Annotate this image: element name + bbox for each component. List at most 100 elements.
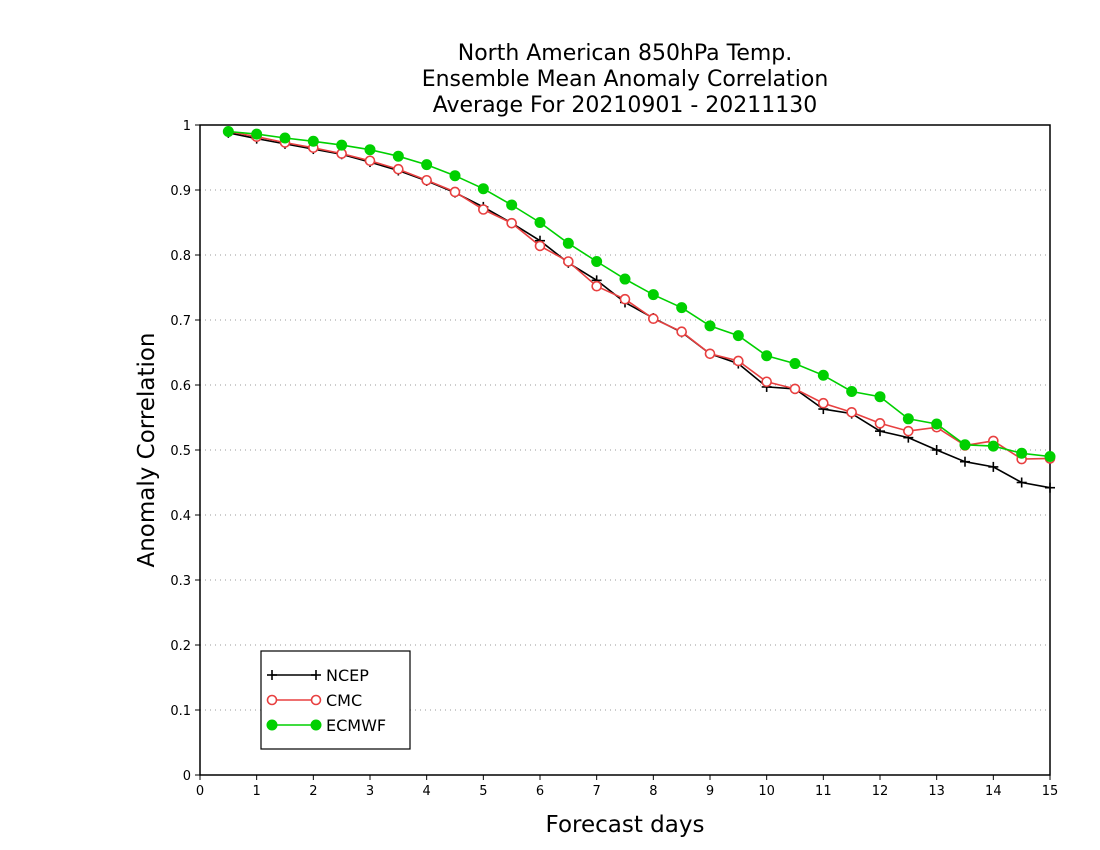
data-point-ecmwf — [902, 413, 914, 425]
legend-marker — [310, 719, 322, 731]
data-point-ecmwf — [307, 135, 319, 147]
data-point-cmc — [591, 280, 602, 292]
data-point-ncep — [1045, 482, 1055, 493]
data-point-ecmwf — [336, 139, 348, 151]
data-point-ecmwf — [477, 183, 489, 195]
data-point-ecmwf — [817, 369, 829, 381]
data-point-ecmwf — [676, 302, 688, 314]
legend-marker — [266, 719, 278, 731]
x-tick-label: 7 — [593, 784, 601, 799]
data-point-ecmwf — [619, 273, 631, 285]
legend-marker — [310, 694, 322, 706]
data-point-cmc — [874, 418, 886, 429]
data-point-ecmwf — [846, 386, 858, 397]
y-tick-label: 0.9 — [170, 184, 191, 199]
x-tick-label: 15 — [1042, 784, 1059, 799]
data-point-ecmwf — [591, 256, 603, 267]
data-point-ecmwf — [987, 440, 999, 452]
data-point-cmc — [364, 155, 376, 167]
data-point-ecmwf — [647, 289, 659, 301]
data-point-cmc — [421, 174, 432, 186]
y-axis-label: Anomaly Correlation — [134, 332, 160, 567]
chart-title-line: Ensemble Mean Anomaly Correlation — [422, 67, 829, 92]
data-point-ncep — [931, 445, 942, 455]
data-point-ncep — [988, 461, 999, 472]
data-point-ecmwf — [1044, 451, 1056, 462]
legend-marker — [311, 670, 321, 680]
legend-label-cmc: CMC — [326, 691, 362, 710]
data-point-cmc — [563, 256, 574, 267]
y-tick-label: 0.1 — [170, 704, 191, 719]
data-point-ecmwf — [392, 150, 404, 162]
data-point-cmc — [393, 163, 404, 175]
legend-label-ncep: NCEP — [326, 666, 369, 685]
x-tick-label: 14 — [985, 784, 1002, 799]
data-point-cmc — [789, 383, 801, 395]
x-tick-label: 11 — [815, 784, 832, 799]
data-point-ecmwf — [789, 358, 801, 370]
data-point-cmc — [478, 204, 489, 215]
x-axis-label: Forecast days — [546, 812, 705, 838]
x-tick-label: 8 — [649, 784, 657, 799]
legend-item-ncep: NCEP — [267, 666, 369, 685]
data-point-cmc — [449, 186, 461, 198]
x-tick-label: 6 — [536, 784, 544, 799]
legend-marker — [266, 694, 278, 706]
x-tick-label: 3 — [366, 784, 374, 799]
data-point-ecmwf — [761, 350, 773, 362]
y-tick-label: 0.3 — [170, 574, 191, 589]
legend-marker — [267, 670, 277, 680]
series-line-ecmwf — [228, 130, 1051, 458]
x-tick-label: 1 — [253, 784, 261, 799]
data-point-ecmwf — [562, 237, 574, 249]
x-tick-label: 9 — [706, 784, 714, 799]
series-lines — [222, 126, 1056, 493]
grid — [200, 189, 1050, 711]
legend: NCEP CMC ECMWF — [260, 650, 411, 750]
data-point-cmc — [534, 240, 546, 252]
data-point-ecmwf — [874, 391, 886, 403]
data-point-ecmwf — [534, 217, 546, 228]
x-tick-label: 13 — [928, 784, 945, 799]
data-point-ecmwf — [959, 439, 971, 451]
x-tick-label: 2 — [309, 784, 317, 799]
data-point-ecmwf — [251, 128, 263, 140]
x-tick-label: 5 — [479, 784, 487, 799]
legend-item-ecmwf: ECMWF — [266, 716, 386, 735]
chart-title: North American 850hPa Temp.Ensemble Mean… — [422, 41, 829, 118]
y-axis-ticks: 0 0.1 0.2 0.3 0.4 0.5 0.6 0.7 0.8 0.9 1 — [170, 119, 200, 784]
data-point-ecmwf — [931, 418, 943, 430]
data-point-cmc — [733, 355, 744, 367]
data-point-cmc — [846, 406, 857, 418]
y-tick-label: 0 — [183, 769, 191, 784]
data-point-cmc — [903, 425, 914, 437]
data-point-ecmwf — [279, 132, 291, 144]
data-point-ecmwf — [732, 330, 744, 342]
series-line-cmc — [228, 130, 1051, 460]
data-point-ecmwf — [364, 144, 376, 156]
data-point-cmc — [818, 397, 829, 409]
y-tick-label: 0.5 — [170, 444, 191, 459]
data-point-cmc — [648, 313, 659, 325]
y-tick-label: 0.7 — [170, 314, 191, 329]
data-point-ecmwf — [449, 170, 461, 182]
series-cmc — [223, 126, 1056, 465]
y-tick-label: 0.4 — [170, 509, 191, 524]
chart-title-line: Average For 20210901 - 20211130 — [433, 93, 818, 118]
x-axis-ticks: 0 1 2 3 4 5 6 7 8 9 10 11 12 13 14 15 — [196, 775, 1058, 799]
y-tick-label: 0.8 — [170, 249, 191, 264]
data-point-cmc — [676, 326, 687, 338]
x-tick-label: 4 — [423, 784, 431, 799]
data-point-ecmwf — [506, 199, 518, 211]
y-tick-label: 1 — [183, 119, 191, 134]
data-point-ecmwf — [1016, 447, 1028, 459]
x-tick-label: 12 — [872, 784, 889, 799]
series-ecmwf — [222, 126, 1056, 462]
data-point-ncep — [1016, 477, 1027, 488]
legend-label-ecmwf: ECMWF — [326, 716, 386, 735]
x-tick-label: 10 — [758, 784, 775, 799]
data-point-cmc — [619, 293, 631, 305]
data-point-ecmwf — [421, 159, 433, 171]
y-tick-label: 0.2 — [170, 639, 191, 654]
